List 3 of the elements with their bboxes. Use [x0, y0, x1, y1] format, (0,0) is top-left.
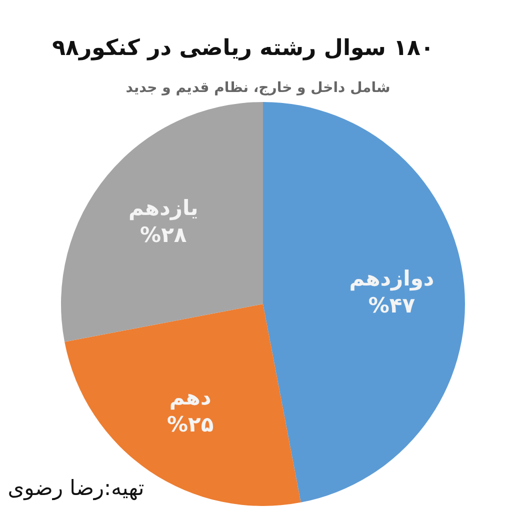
title: ۱۸۰ سوال رشته ریاضی در کنکور۹۸ [52, 36, 434, 61]
annotation: تهیه:رضا رضوی [8, 476, 144, 500]
subtitle: شامل داخل و خارج، نظام قدیم و جدید [126, 80, 390, 96]
